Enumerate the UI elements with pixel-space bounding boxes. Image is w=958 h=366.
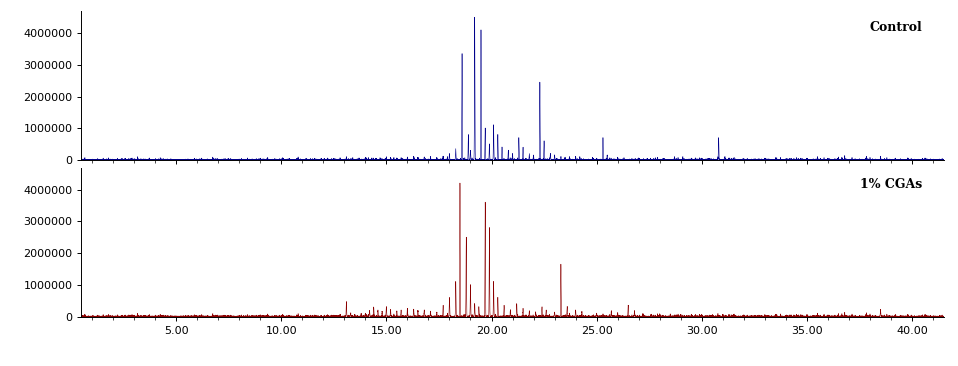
Text: 1% CGAs: 1% CGAs [860, 178, 922, 191]
Text: Control: Control [869, 22, 922, 34]
